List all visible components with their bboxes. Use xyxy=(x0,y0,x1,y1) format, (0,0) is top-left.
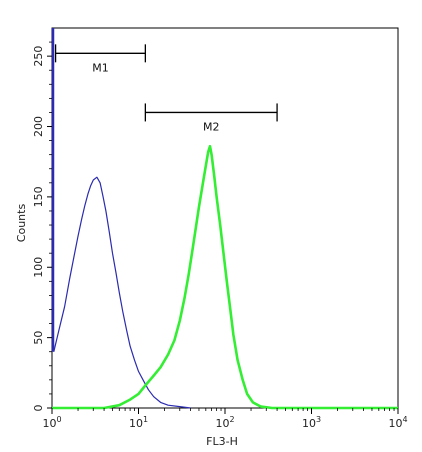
y-tick-label-200: 200 xyxy=(32,116,45,137)
x-axis-title: FL3-H xyxy=(206,435,238,448)
y-tick-label-100: 100 xyxy=(32,257,45,278)
x-tick-label-0: 100 xyxy=(42,415,61,430)
y-tick-label-250: 250 xyxy=(32,46,45,67)
x-tick-label-4: 104 xyxy=(388,415,407,430)
y-tick-label-50: 50 xyxy=(32,331,45,345)
tick-layer: 0 50 100 150 200 250 100 101 102 103 104 xyxy=(32,41,408,430)
y-axis-title: Counts xyxy=(15,204,28,243)
series-layer xyxy=(51,28,398,410)
x-tick-label-3: 103 xyxy=(302,415,321,430)
y-tick-label-0: 0 xyxy=(32,405,45,412)
y-tick-label-150: 150 xyxy=(32,186,45,207)
series-line-1 xyxy=(53,176,191,409)
x-tick-label-1: 101 xyxy=(129,415,148,430)
gate-m1-label: M1 xyxy=(92,61,109,74)
gate-m2-label: M2 xyxy=(203,120,220,133)
gate-marker-layer: M1 M2 xyxy=(54,44,278,133)
x-tick-label-2: 102 xyxy=(215,415,234,430)
series-line-2 xyxy=(52,144,398,410)
